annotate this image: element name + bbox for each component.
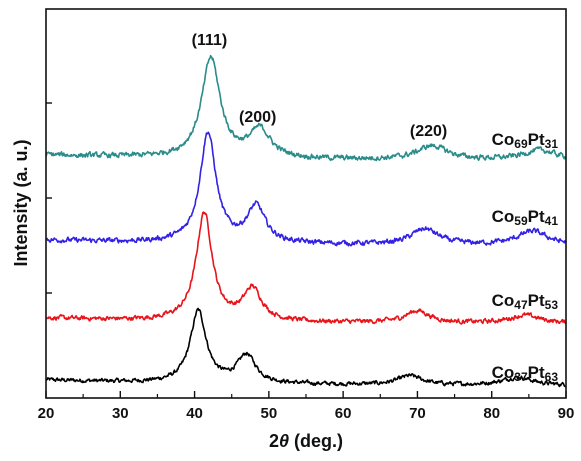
series-label-2: Co47Pt53 (492, 291, 559, 312)
series-label-part: Co (492, 291, 515, 310)
x-axis-title: 2θ (deg.) (269, 431, 343, 451)
series-line-2 (45, 211, 567, 325)
series-label-part: Pt (528, 363, 545, 382)
x-tick-label-30: 30 (112, 405, 129, 422)
series-label-3: Co59Pt41 (492, 207, 559, 228)
peak-label-2: (200) (239, 109, 276, 126)
series-line-4 (45, 54, 567, 162)
series-label-part: Pt (528, 130, 545, 149)
x-tick-label-20: 20 (38, 405, 55, 422)
series-layer (45, 54, 567, 388)
x-axis: 20 30 40 50 60 70 80 90 (38, 391, 575, 422)
x-axis-title-part-3: (deg.) (289, 431, 343, 451)
series-label-part: 31 (545, 137, 559, 151)
peak-labels: (111) (200) (220) (192, 32, 448, 140)
series-label-1: Co37Pt63 (492, 363, 559, 384)
plot-frame (45, 8, 567, 399)
series-label-part: 59 (514, 214, 528, 228)
peak-label-1: (111) (192, 32, 228, 49)
series-line-1 (45, 307, 567, 388)
series-label-part: Co (492, 363, 515, 382)
x-tick-label-70: 70 (409, 405, 426, 422)
x-tick-label-60: 60 (335, 405, 352, 422)
y-axis-title: Intensity (a. u.) (11, 139, 31, 266)
series-label-part: Pt (528, 207, 545, 226)
series-label-part: Pt (528, 291, 545, 310)
x-tick-label-50: 50 (261, 405, 278, 422)
peak-label-3: (220) (410, 123, 447, 140)
series-line-3 (45, 131, 567, 247)
series-label-part: 37 (514, 370, 528, 384)
series-label-4: Co69Pt31 (492, 130, 559, 151)
series-label-part: 63 (545, 370, 559, 384)
series-label-part: 47 (514, 298, 528, 312)
x-tick-label-80: 80 (483, 405, 500, 422)
series-label-part: Co (492, 207, 515, 226)
series-label-part: Co (492, 130, 515, 149)
series-label-part: 41 (545, 214, 559, 228)
series-label-part: 69 (514, 137, 528, 151)
series-label-part: 53 (545, 298, 559, 312)
x-tick-label-90: 90 (558, 405, 575, 422)
x-tick-label-40: 40 (186, 405, 203, 422)
y-axis (46, 102, 52, 294)
x-axis-title-part-2: θ (279, 431, 289, 451)
x-axis-title-part-1: 2 (269, 431, 279, 451)
